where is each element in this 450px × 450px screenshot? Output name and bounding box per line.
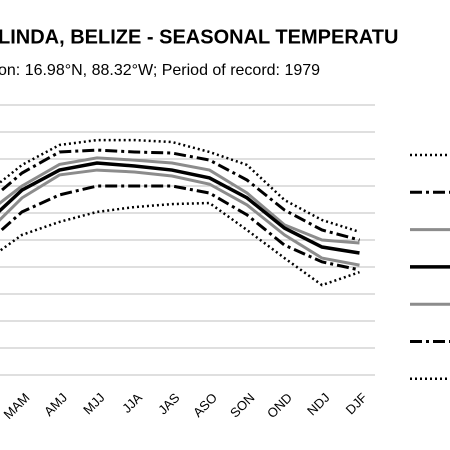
x-tick-label: JAS <box>155 390 183 418</box>
x-tick-label: OND <box>264 390 295 421</box>
series-line <box>0 148 360 242</box>
x-tick-label: MJJ <box>80 390 107 417</box>
x-tick-label: NDJ <box>304 390 332 418</box>
chart-subtitle: on: 16.98°N, 88.32°W; Period of record: … <box>0 62 320 79</box>
x-tick-label: AMJ <box>41 390 70 419</box>
series-line <box>0 138 360 234</box>
x-tick-label: MAM <box>0 390 32 422</box>
series-line <box>0 184 360 272</box>
x-tick-label: ASO <box>190 390 220 420</box>
series-line <box>0 168 360 267</box>
series-line <box>0 156 360 245</box>
chart-title: LINDA, BELIZE - SEASONAL TEMPERATU <box>0 26 398 48</box>
series-line <box>0 161 360 255</box>
x-tick-label: DJF <box>343 390 370 417</box>
x-tick-label: JJA <box>119 390 145 416</box>
x-tick-label: SON <box>227 390 258 421</box>
series-line <box>0 201 360 287</box>
